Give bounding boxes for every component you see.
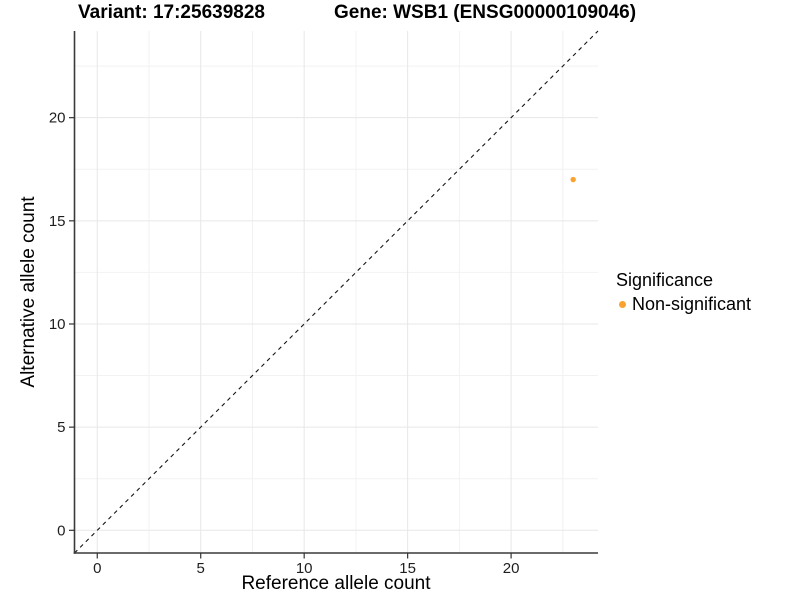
x-tick-label: 0 <box>93 560 101 577</box>
x-axis-label: Reference allele count <box>241 573 431 594</box>
y-tick-label: 0 <box>57 522 65 539</box>
y-tick-label: 10 <box>49 316 66 333</box>
legend-title: Significance <box>616 270 714 290</box>
legend-item-label: Non-significant <box>632 294 752 314</box>
gene-title: Gene: WSB1 (ENSG00000109046) <box>334 2 637 23</box>
x-tick-label: 20 <box>503 560 520 577</box>
data-point[interactable] <box>570 176 576 183</box>
legend: Significance Non-significant <box>616 269 751 315</box>
legend-marker-dot-icon <box>619 300 626 308</box>
x-tick-label: 5 <box>197 560 205 577</box>
x-tick-label: 10 <box>296 560 313 577</box>
y-tick-label: 5 <box>57 419 65 436</box>
variant-title: Variant: 17:25639828 <box>78 2 265 23</box>
y-tick-label: 15 <box>49 213 66 230</box>
legend-item-non-significant: Non-significant <box>616 293 751 315</box>
y-tick-label: 20 <box>49 110 66 127</box>
x-tick-label: 15 <box>399 560 416 577</box>
identity-reference-line <box>74 30 599 554</box>
